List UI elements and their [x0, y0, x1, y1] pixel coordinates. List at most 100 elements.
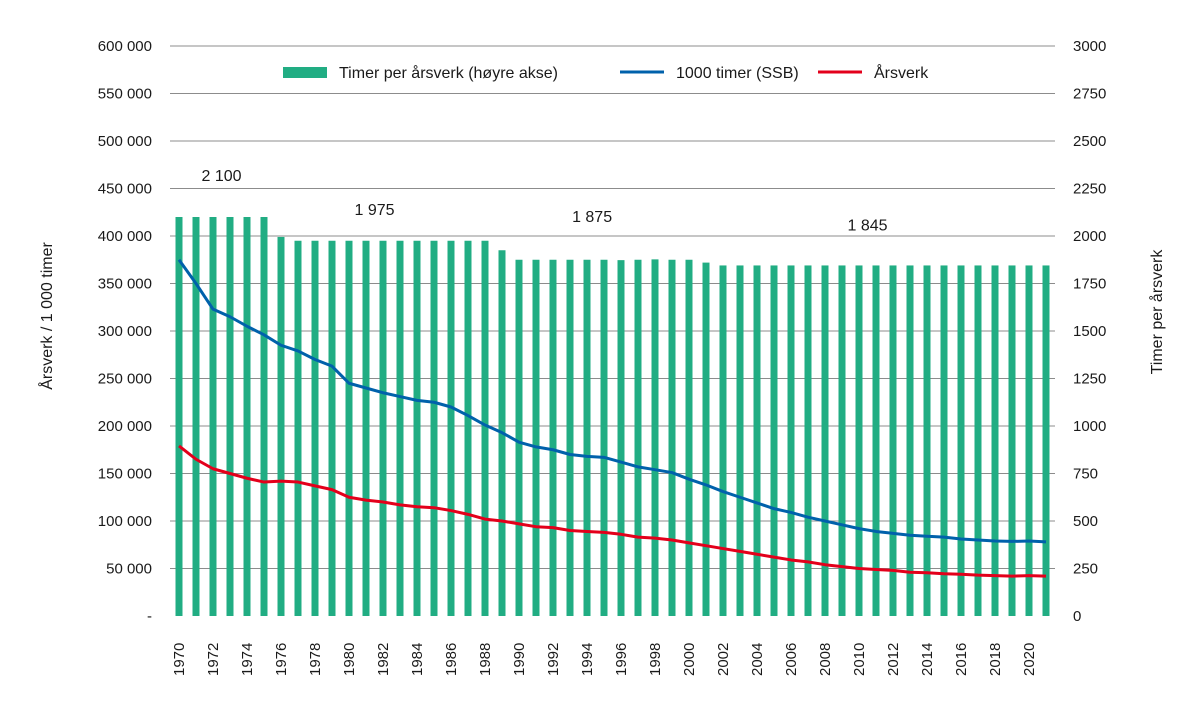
y-right-tick-label: 2750 [1073, 86, 1106, 103]
bar [549, 259, 557, 616]
y-axis-right-label: Timer per årsverk [1148, 249, 1166, 375]
x-tick-label: 2014 [919, 643, 936, 676]
bar [175, 217, 183, 616]
y-left-tick-label: 350 000 [98, 276, 152, 293]
x-tick-label: 2020 [1021, 643, 1038, 676]
bar [277, 236, 285, 616]
x-tick-label: 1978 [307, 643, 324, 676]
annotation-label: 1 875 [572, 209, 612, 226]
x-tick-label: 1970 [171, 643, 188, 676]
bar [311, 240, 319, 616]
y-right-tick-label: 2250 [1073, 181, 1106, 198]
bar [396, 240, 404, 616]
bar [736, 265, 744, 616]
y-left-tick-label: 550 000 [98, 86, 152, 103]
bar [923, 265, 931, 616]
y-right-tick-label: 1000 [1073, 418, 1106, 435]
x-tick-label: 2008 [817, 643, 834, 676]
line-series-1000-timer [177, 258, 1047, 544]
bar [940, 265, 948, 616]
y-left-tick-label: 150 000 [98, 466, 152, 483]
y-left-tick-label: 300 000 [98, 323, 152, 340]
bar [668, 259, 676, 616]
bar [872, 265, 880, 616]
y-left-tick-label: 450 000 [98, 181, 152, 198]
bar [226, 217, 234, 616]
x-tick-label: 2002 [715, 643, 732, 676]
y-left-tick-label: 500 000 [98, 133, 152, 150]
x-tick-label: 1992 [545, 643, 562, 676]
bar [651, 259, 659, 616]
y-left-tick-label: 200 000 [98, 418, 152, 435]
line-series-arsverk [178, 444, 1047, 578]
bar [447, 240, 455, 616]
x-tick-label: 1998 [647, 643, 664, 676]
x-tick-label: 1988 [477, 643, 494, 676]
bar [855, 265, 863, 616]
x-tick-label: 1972 [205, 643, 222, 676]
x-tick-label: 1994 [579, 643, 596, 676]
y-axis-left-label: Årsverk / 1 000 timer [37, 242, 56, 390]
x-tick-label: 1982 [375, 643, 392, 676]
bar [719, 265, 727, 616]
annotation-label: 2 100 [201, 168, 241, 185]
x-axis-ticks: 1970 1972 1974 1976 1978 1980 1982 1984 1986 1988… [171, 643, 1038, 676]
y-right-tick-label: 250 [1073, 561, 1098, 578]
annotations: 2 100 1 975 1 875 1 845 [201, 168, 887, 234]
bar [600, 259, 608, 616]
x-tick-label: 2000 [681, 643, 698, 676]
y-left-tick-label: 100 000 [98, 513, 152, 530]
bar [328, 240, 336, 616]
bar [753, 265, 761, 616]
bar [1008, 265, 1016, 616]
bar [362, 240, 370, 616]
y-right-tick-label: 2000 [1073, 228, 1106, 245]
bar [804, 265, 812, 616]
x-tick-label: 2006 [783, 643, 800, 676]
x-tick-label: 2016 [953, 643, 970, 676]
bar [685, 259, 693, 616]
y-right-tick-label: 500 [1073, 513, 1098, 530]
y-left-tick-label: 600 000 [98, 38, 152, 55]
legend-label: Årsverk [874, 63, 929, 82]
bar [617, 260, 625, 616]
bar [430, 240, 438, 616]
x-tick-label: 2010 [851, 643, 868, 676]
y-axis-right-ticks: 0 250 500 750 1000 1250 1500 1750 2000 2250 2500 27… [1073, 38, 1106, 625]
bar [974, 265, 982, 616]
bar [464, 240, 472, 616]
bar [702, 262, 710, 616]
y-right-tick-label: 1250 [1073, 371, 1106, 388]
x-tick-label: 1986 [443, 643, 460, 676]
y-axis-left-ticks: - 50 000 100 000 150 000 200 000 250 000 300 0… [98, 38, 152, 625]
x-tick-label: 1976 [273, 643, 290, 676]
bar [379, 240, 387, 616]
y-right-tick-label: 1500 [1073, 323, 1106, 340]
bar [566, 259, 574, 616]
legend: Timer per årsverk (høyre akse) 1000 timer… [283, 63, 929, 82]
legend-label: 1000 timer (SSB) [676, 65, 799, 82]
bar [294, 240, 302, 616]
bar [413, 240, 421, 616]
bar [260, 217, 268, 616]
y-left-tick-label: 400 000 [98, 228, 152, 245]
bar [906, 265, 914, 616]
gridlines [170, 45, 1055, 569]
bar [481, 240, 489, 616]
y-right-tick-label: 3000 [1073, 38, 1106, 55]
bar [634, 259, 642, 616]
bar [515, 259, 523, 616]
y-left-tick-label: 50 000 [106, 561, 152, 578]
bar [787, 265, 795, 616]
bar [889, 265, 897, 616]
bar [192, 217, 200, 616]
y-right-tick-label: 0 [1073, 608, 1081, 625]
annotation-label: 1 975 [354, 202, 394, 219]
x-tick-label: 1996 [613, 643, 630, 676]
bar [345, 240, 353, 616]
legend-swatch-bar [283, 67, 327, 78]
bar [770, 265, 778, 616]
bar [821, 265, 829, 616]
legend-label: Timer per årsverk (høyre akse) [339, 64, 558, 82]
